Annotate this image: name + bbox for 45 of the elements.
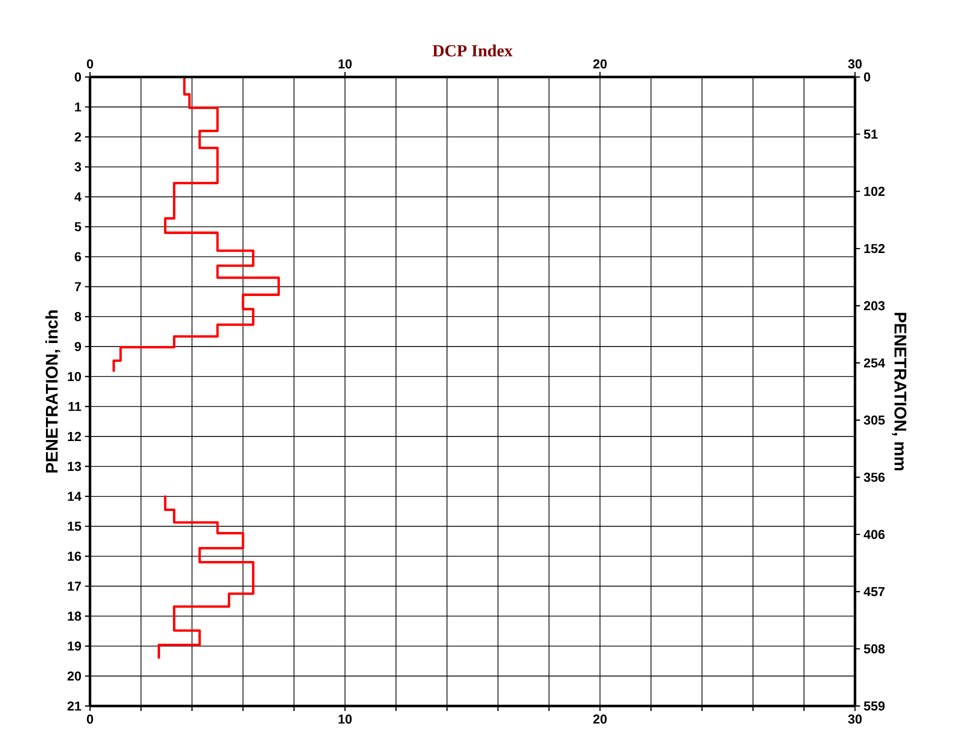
- y-tick-label: 18: [68, 612, 82, 621]
- y-axis-title: PENETRATION, inch: [45, 310, 60, 473]
- y2-tick-label: 508: [864, 644, 885, 654]
- y-tick-label: 9: [74, 342, 82, 352]
- y-tick-label: 15: [68, 522, 82, 531]
- y2-tick-label: 356: [864, 472, 885, 482]
- y2-tick-label: 406: [864, 530, 885, 540]
- y-tick-label: 3: [74, 162, 82, 172]
- y-tick-label: 12: [68, 432, 81, 441]
- y-tick-label: 21: [68, 701, 82, 711]
- y-tick-label: 4: [74, 192, 82, 202]
- y2-tick-label: 152: [864, 244, 885, 254]
- y2-tick-label: 559: [864, 701, 885, 711]
- y2-tick-label: 254: [864, 358, 886, 368]
- x-tick-label: 30: [848, 714, 862, 724]
- y-tick-label: 20: [68, 671, 81, 681]
- y2-tick-label: 305: [864, 415, 885, 425]
- x2-axis-title: DCP Index: [432, 44, 513, 56]
- x2-tick-label: 0: [86, 59, 94, 68]
- y-tick-label: 2: [74, 132, 81, 142]
- y-tick-label: 19: [68, 642, 82, 651]
- x2-tick-label: 10: [338, 59, 352, 68]
- x2-tick-label: 20: [593, 59, 607, 68]
- y2-tick-label: 457: [864, 587, 885, 596]
- y-tick-label: 16: [68, 552, 82, 561]
- y-tick-label: 0: [74, 72, 81, 82]
- y-tick-label: 14: [68, 492, 82, 501]
- x2-tick-label: 30: [848, 59, 862, 68]
- y-tick-label: 7: [74, 282, 81, 292]
- y-tick-label: 1: [75, 102, 82, 112]
- y2-tick-label: 102: [864, 186, 885, 196]
- x-tick-label: 0: [86, 714, 94, 724]
- y2-axis-title: PENETRATION, mm: [892, 312, 906, 470]
- y-tick-label: 5: [74, 222, 82, 232]
- y2-tick-label: 0: [864, 72, 870, 82]
- y-tick-label: 13: [68, 462, 82, 471]
- y2-tick-label: 51: [864, 130, 878, 139]
- y-tick-label: 8: [74, 312, 82, 322]
- y-tick-label: 11: [68, 402, 82, 411]
- y2-tick-label: 203: [864, 301, 885, 310]
- y-tick-label: 6: [74, 252, 82, 262]
- x-tick-label: 10: [338, 714, 352, 724]
- y-tick-label: 10: [68, 372, 81, 382]
- y-tick-label: 17: [68, 582, 81, 591]
- x-tick-label: 20: [593, 714, 607, 724]
